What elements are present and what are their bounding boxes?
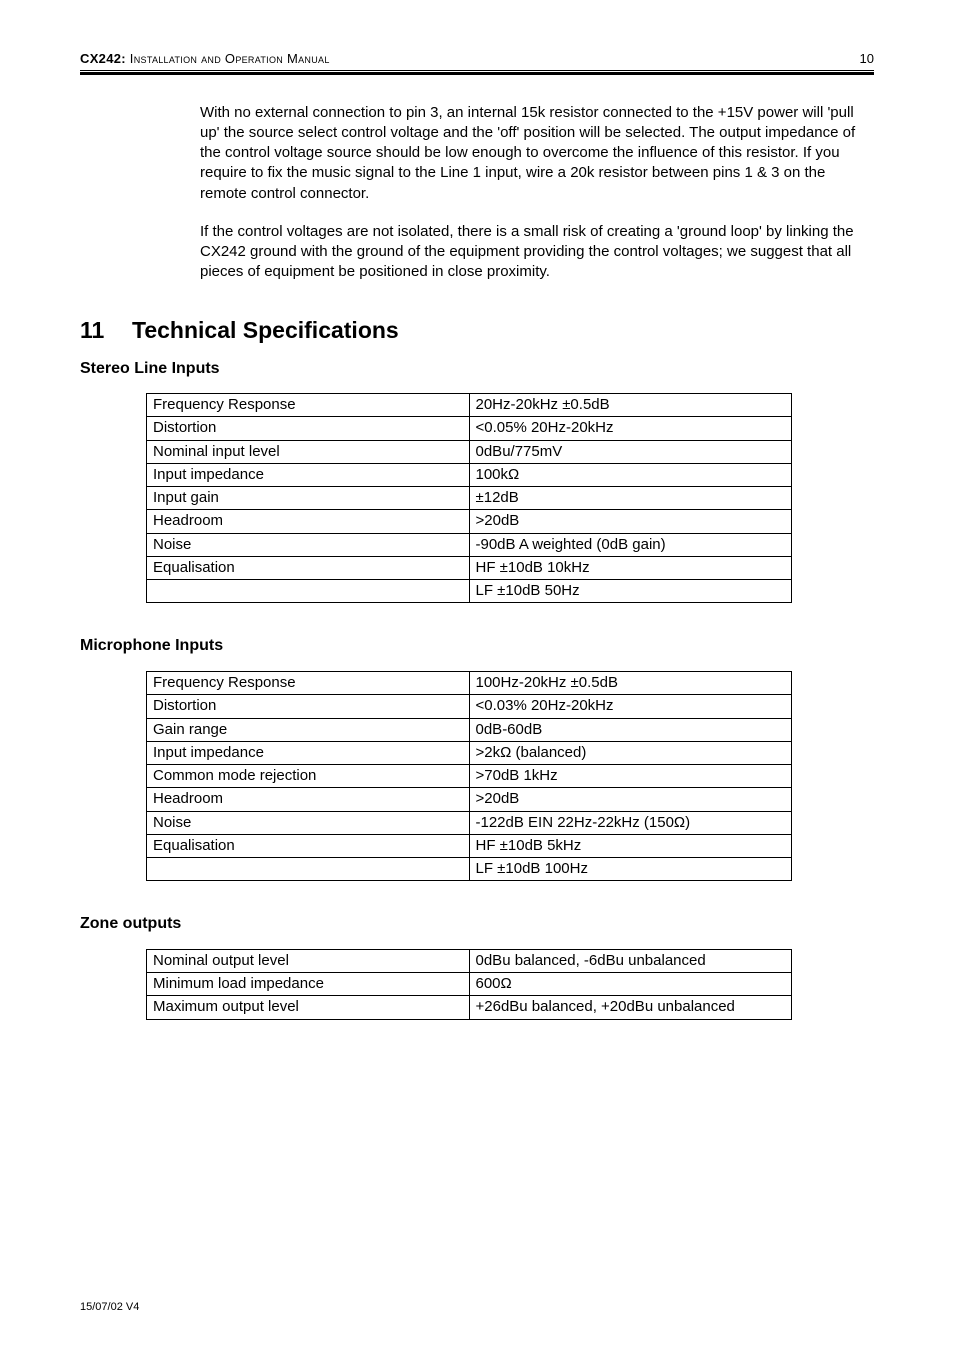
spec-label: Noise <box>147 533 470 556</box>
spec-value: 0dBu balanced, -6dBu unbalanced <box>469 949 792 972</box>
table-row: Gain range0dB-60dB <box>147 718 792 741</box>
spec-value: <0.05% 20Hz-20kHz <box>469 417 792 440</box>
table-row: Input gain±12dB <box>147 487 792 510</box>
spec-label: Common mode rejection <box>147 765 470 788</box>
table-row: Noise-90dB A weighted (0dB gain) <box>147 533 792 556</box>
spec-value: >2kΩ (balanced) <box>469 741 792 764</box>
spec-value: 0dB-60dB <box>469 718 792 741</box>
section-title: Technical Specifications <box>132 317 399 343</box>
spec-label: Nominal input level <box>147 440 470 463</box>
header-rule <box>80 70 874 75</box>
spec-label: Input gain <box>147 487 470 510</box>
table-row: Common mode rejection>70dB 1kHz <box>147 765 792 788</box>
spec-label: Minimum load impedance <box>147 973 470 996</box>
zone-heading: Zone outputs <box>80 913 874 935</box>
table-row: Nominal input level0dBu/775mV <box>147 440 792 463</box>
table-row: LF ±10dB 100Hz <box>147 858 792 881</box>
spec-label: Noise <box>147 811 470 834</box>
spec-value: ±12dB <box>469 487 792 510</box>
table-row: Noise-122dB EIN 22Hz-22kHz (150Ω) <box>147 811 792 834</box>
table-row: EqualisationHF ±10dB 5kHz <box>147 834 792 857</box>
spec-label: Input impedance <box>147 463 470 486</box>
table-row: Distortion<0.05% 20Hz-20kHz <box>147 417 792 440</box>
spec-label: Distortion <box>147 695 470 718</box>
table-row: Nominal output level0dBu balanced, -6dBu… <box>147 949 792 972</box>
spec-label: Gain range <box>147 718 470 741</box>
spec-label: Headroom <box>147 788 470 811</box>
intro-paragraph-2: If the control voltages are not isolated… <box>200 222 874 283</box>
spec-label: Frequency Response <box>147 672 470 695</box>
table-row: Input impedance>2kΩ (balanced) <box>147 741 792 764</box>
spec-label: Input impedance <box>147 741 470 764</box>
header-left: CX242: Installation and Operation Manual <box>80 50 330 68</box>
mic-table: Frequency Response100Hz-20kHz ±0.5dB Dis… <box>146 671 792 881</box>
table-row: Frequency Response100Hz-20kHz ±0.5dB <box>147 672 792 695</box>
spec-value: HF ±10dB 10kHz <box>469 556 792 579</box>
spec-value: <0.03% 20Hz-20kHz <box>469 695 792 718</box>
spec-value: 20Hz-20kHz ±0.5dB <box>469 394 792 417</box>
spec-label <box>147 580 470 603</box>
spec-value: >20dB <box>469 510 792 533</box>
spec-value: 100kΩ <box>469 463 792 486</box>
mic-heading: Microphone Inputs <box>80 635 874 657</box>
spec-label: Nominal output level <box>147 949 470 972</box>
section-number: 11 <box>80 315 132 346</box>
spec-label: Maximum output level <box>147 996 470 1019</box>
table-row: Headroom>20dB <box>147 510 792 533</box>
zone-table: Nominal output level0dBu balanced, -6dBu… <box>146 949 792 1020</box>
spec-value: -122dB EIN 22Hz-22kHz (150Ω) <box>469 811 792 834</box>
spec-label: Equalisation <box>147 556 470 579</box>
spec-label: Headroom <box>147 510 470 533</box>
spec-value: 0dBu/775mV <box>469 440 792 463</box>
table-row: Frequency Response20Hz-20kHz ±0.5dB <box>147 394 792 417</box>
stereo-table: Frequency Response20Hz-20kHz ±0.5dB Dist… <box>146 393 792 603</box>
header-model: CX242: <box>80 51 126 66</box>
spec-value: >20dB <box>469 788 792 811</box>
spec-label: Distortion <box>147 417 470 440</box>
spec-value: LF ±10dB 50Hz <box>469 580 792 603</box>
section-heading: 11Technical Specifications <box>80 315 874 346</box>
stereo-heading: Stereo Line Inputs <box>80 358 874 380</box>
spec-value: -90dB A weighted (0dB gain) <box>469 533 792 556</box>
intro-paragraph-1: With no external connection to pin 3, an… <box>200 103 874 204</box>
header-page-number: 10 <box>860 50 874 68</box>
table-row: Headroom>20dB <box>147 788 792 811</box>
footer-version: 15/07/02 V4 <box>80 1300 139 1315</box>
spec-value: 100Hz-20kHz ±0.5dB <box>469 672 792 695</box>
table-row: Input impedance100kΩ <box>147 463 792 486</box>
spec-value: 600Ω <box>469 973 792 996</box>
table-row: Minimum load impedance600Ω <box>147 973 792 996</box>
page-header: CX242: Installation and Operation Manual… <box>80 50 874 68</box>
spec-value: LF ±10dB 100Hz <box>469 858 792 881</box>
spec-label: Frequency Response <box>147 394 470 417</box>
header-manual-label: Installation and Operation Manual <box>126 51 330 66</box>
table-row: EqualisationHF ±10dB 10kHz <box>147 556 792 579</box>
table-row: Maximum output level+26dBu balanced, +20… <box>147 996 792 1019</box>
table-row: Distortion<0.03% 20Hz-20kHz <box>147 695 792 718</box>
spec-value: HF ±10dB 5kHz <box>469 834 792 857</box>
spec-label <box>147 858 470 881</box>
spec-label: Equalisation <box>147 834 470 857</box>
spec-value: +26dBu balanced, +20dBu unbalanced <box>469 996 792 1019</box>
spec-value: >70dB 1kHz <box>469 765 792 788</box>
table-row: LF ±10dB 50Hz <box>147 580 792 603</box>
